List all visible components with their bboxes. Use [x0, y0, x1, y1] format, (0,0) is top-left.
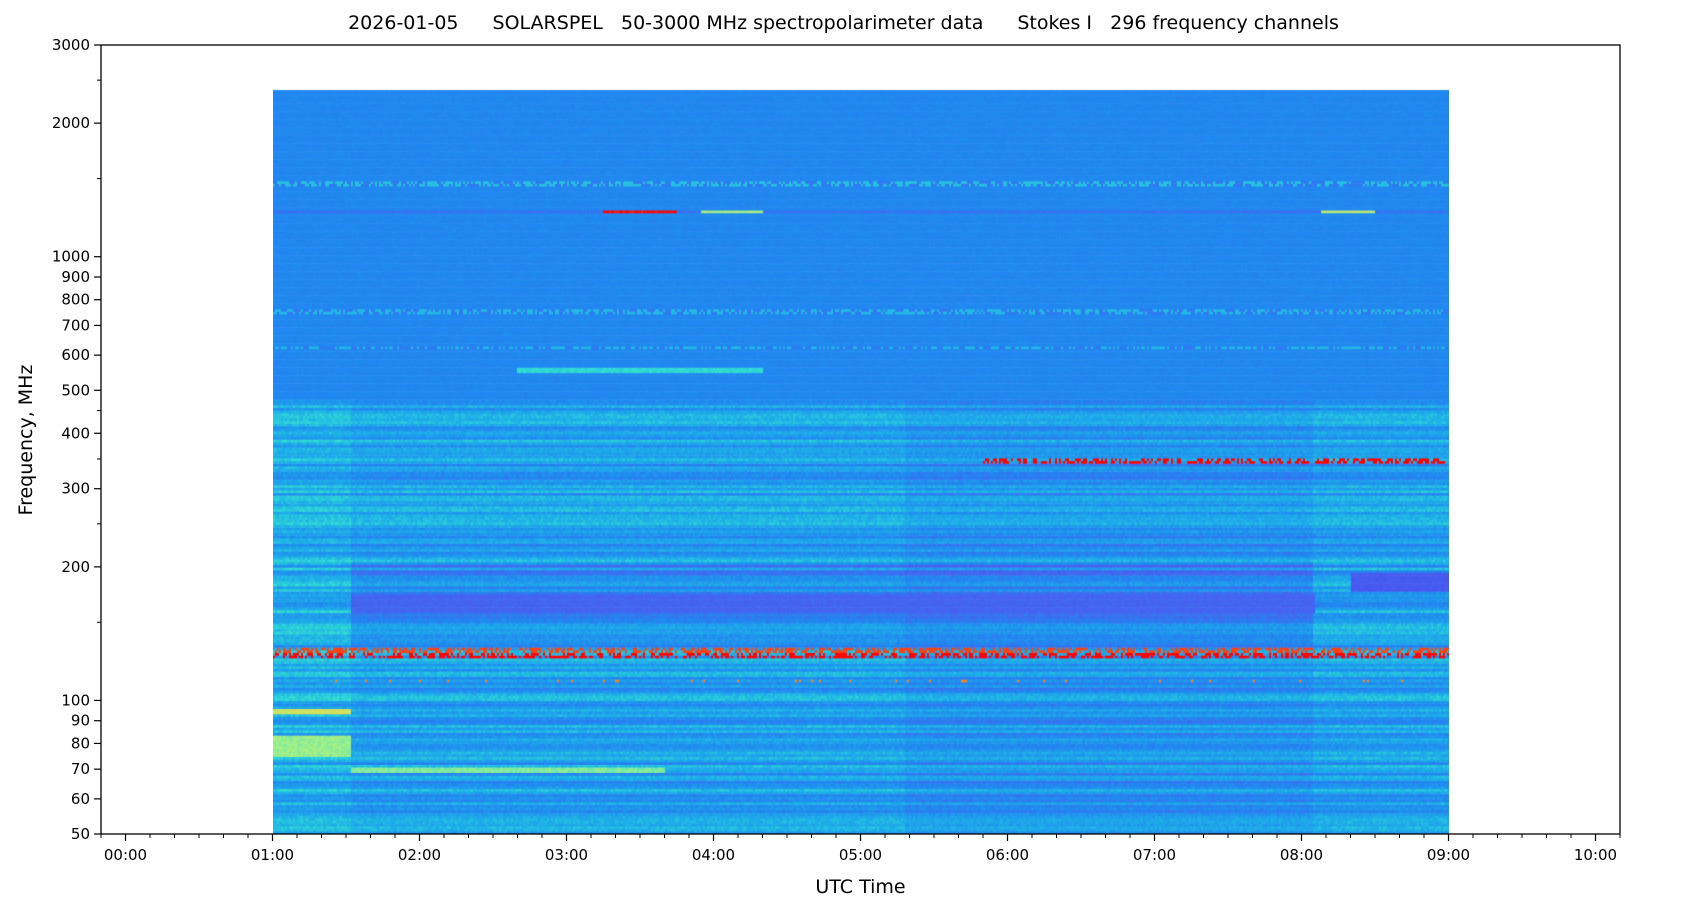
chart-title: 2026-01-05 SOLARSPEL 50-3000 MHz spectrop…: [0, 12, 1687, 34]
spectrogram-heatmap: [273, 45, 1449, 834]
y-tick-label: 700: [61, 316, 90, 334]
y-tick-label: 90: [71, 712, 90, 730]
y-tick-label: 500: [61, 381, 90, 399]
x-tick-label: 08:00: [1280, 846, 1323, 864]
y-tick-label: 1000: [52, 248, 90, 266]
y-tick-label: 400: [61, 424, 90, 442]
y-tick-label: 3000: [52, 36, 90, 54]
x-tick-label: 00:00: [104, 846, 147, 864]
y-tick-label: 900: [61, 268, 90, 286]
title-date: 2026-01-05: [348, 12, 459, 34]
y-tick-label: 2000: [52, 114, 90, 132]
title-stokes: Stokes I 296 frequency channels: [1017, 12, 1339, 34]
x-axis-label: UTC Time: [815, 876, 906, 898]
y-axis-label: Frequency, MHz: [15, 364, 37, 516]
y-tick-label: 60: [71, 790, 90, 808]
x-tick-label: 03:00: [545, 846, 588, 864]
x-tick-label: 02:00: [398, 846, 441, 864]
x-tick-label: 09:00: [1427, 846, 1470, 864]
y-tick-label: 80: [71, 734, 90, 752]
y-tick-label: 50: [71, 825, 90, 843]
plot-frame: [100, 44, 1621, 835]
y-tick-label: 600: [61, 346, 90, 364]
x-tick-label: 04:00: [692, 846, 735, 864]
y-tick-label: 300: [61, 480, 90, 498]
x-tick-label: 01:00: [251, 846, 294, 864]
x-tick-label: 10:00: [1574, 846, 1617, 864]
title-instrument: SOLARSPEL 50-3000 MHz spectropolarimeter…: [492, 12, 984, 34]
y-tick-label: 100: [61, 691, 90, 709]
y-tick-label: 70: [71, 760, 90, 778]
x-tick-label: 05:00: [839, 846, 882, 864]
y-tick-label: 800: [61, 291, 90, 309]
x-tick-label: 06:00: [986, 846, 1029, 864]
x-tick-label: 07:00: [1133, 846, 1176, 864]
y-tick-label: 200: [61, 558, 90, 576]
